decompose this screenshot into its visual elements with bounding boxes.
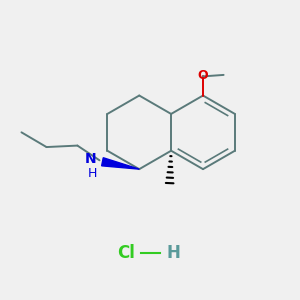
Text: N: N: [84, 152, 96, 167]
Text: O: O: [198, 69, 208, 82]
Text: Cl: Cl: [117, 244, 135, 262]
Polygon shape: [102, 158, 139, 169]
Text: H: H: [166, 244, 180, 262]
Text: H: H: [88, 167, 97, 180]
